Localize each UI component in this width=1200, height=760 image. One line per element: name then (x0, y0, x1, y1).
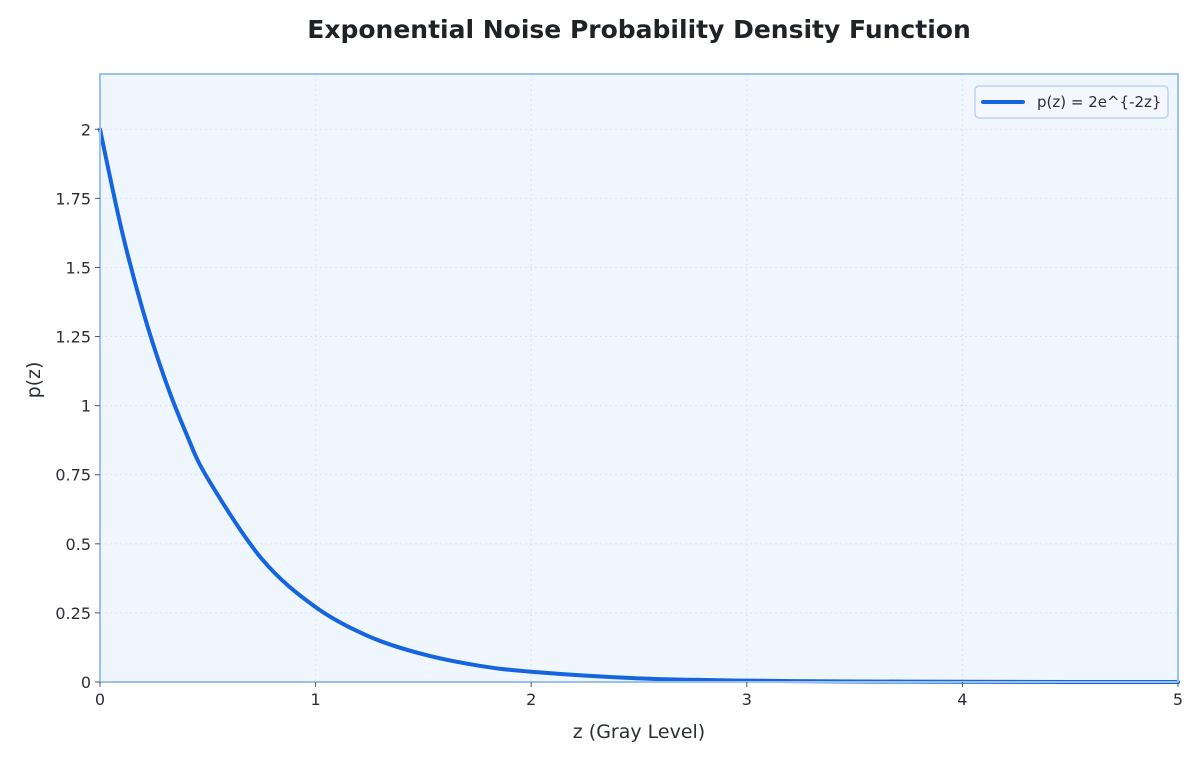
y-tick-label: 1.75 (55, 189, 91, 208)
x-tick-label: 1 (311, 690, 321, 709)
x-tick-label: 3 (742, 690, 752, 709)
y-tick-label: 1.25 (55, 328, 91, 347)
plot-border (99, 73, 1179, 683)
x-tick-label: 0 (95, 690, 105, 709)
y-tick-label: 1 (81, 397, 91, 416)
x-tick-label: 4 (957, 690, 967, 709)
y-tick-label: 2 (81, 120, 91, 139)
y-tick-label: 1.5 (66, 258, 91, 277)
chart-title: Exponential Noise Probability Density Fu… (307, 15, 971, 44)
y-axis-ticks: 0 0.25 0.5 0.75 1 1.25 1.5 1.75 2 (55, 120, 100, 692)
legend-label: p(z) = 2e^{-2z} (1037, 93, 1161, 111)
grid-lines (100, 74, 1178, 682)
x-axis-ticks: 0 1 2 3 4 5 (95, 682, 1183, 709)
y-tick-label: 0.75 (55, 466, 91, 485)
x-tick-label: 2 (526, 690, 536, 709)
y-tick-label: 0 (81, 673, 91, 692)
plot-area (100, 74, 1178, 682)
y-tick-label: 0.5 (66, 535, 91, 554)
legend-box (974, 85, 1169, 119)
legend: p(z) = 2e^{-2z} (974, 85, 1169, 119)
x-tick-label: 5 (1173, 690, 1183, 709)
y-axis-label: p(z) (23, 362, 45, 399)
x-axis-label: z (Gray Level) (573, 721, 705, 743)
y-tick-label: 0.25 (55, 604, 91, 623)
